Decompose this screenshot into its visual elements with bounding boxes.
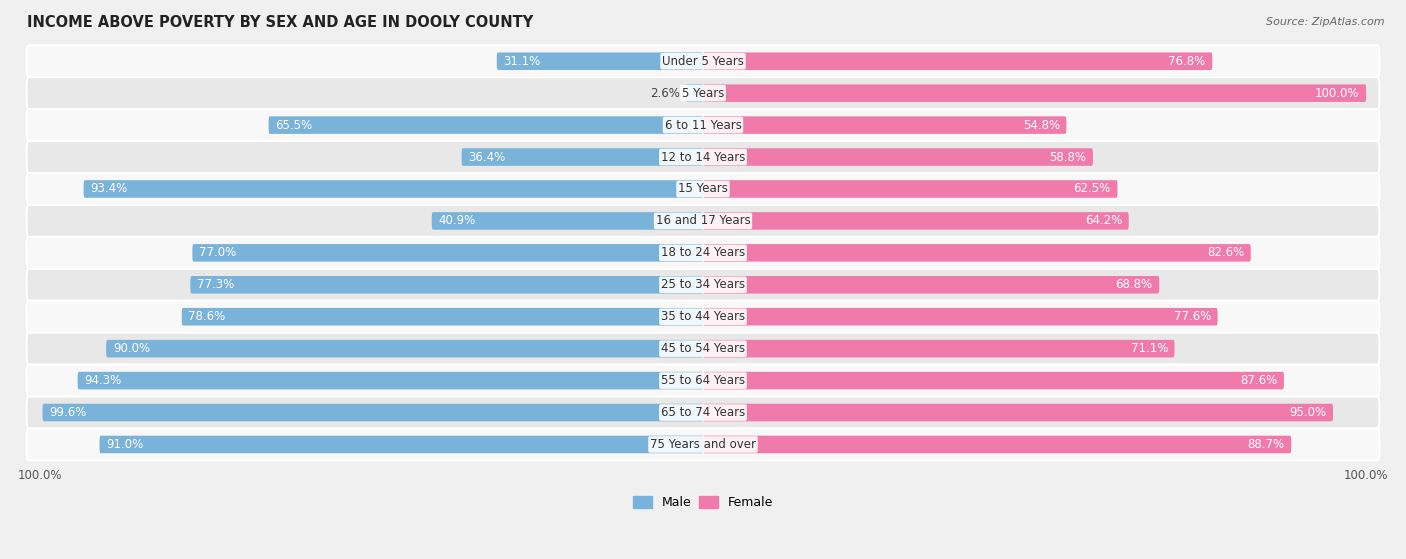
FancyBboxPatch shape: [703, 340, 1174, 357]
FancyBboxPatch shape: [27, 109, 1379, 141]
FancyBboxPatch shape: [703, 435, 1291, 453]
Text: 78.6%: 78.6%: [188, 310, 225, 323]
FancyBboxPatch shape: [27, 173, 1379, 205]
FancyBboxPatch shape: [703, 276, 1160, 293]
Text: 95.0%: 95.0%: [1289, 406, 1326, 419]
FancyBboxPatch shape: [27, 141, 1379, 173]
FancyBboxPatch shape: [496, 53, 703, 70]
Text: 93.4%: 93.4%: [90, 182, 128, 196]
FancyBboxPatch shape: [27, 429, 1379, 461]
Text: 77.3%: 77.3%: [197, 278, 235, 291]
FancyBboxPatch shape: [27, 205, 1379, 237]
FancyBboxPatch shape: [703, 84, 1367, 102]
FancyBboxPatch shape: [77, 372, 703, 390]
FancyBboxPatch shape: [703, 148, 1092, 166]
FancyBboxPatch shape: [181, 308, 703, 325]
Text: 91.0%: 91.0%: [105, 438, 143, 451]
FancyBboxPatch shape: [27, 45, 1379, 77]
Text: 87.6%: 87.6%: [1240, 374, 1277, 387]
FancyBboxPatch shape: [193, 244, 703, 262]
FancyBboxPatch shape: [269, 116, 703, 134]
FancyBboxPatch shape: [100, 435, 703, 453]
FancyBboxPatch shape: [27, 364, 1379, 396]
Text: 25 to 34 Years: 25 to 34 Years: [661, 278, 745, 291]
Text: Under 5 Years: Under 5 Years: [662, 55, 744, 68]
FancyBboxPatch shape: [703, 116, 1066, 134]
Text: 88.7%: 88.7%: [1247, 438, 1285, 451]
FancyBboxPatch shape: [27, 269, 1379, 301]
Text: 65.5%: 65.5%: [276, 119, 312, 131]
Text: INCOME ABOVE POVERTY BY SEX AND AGE IN DOOLY COUNTY: INCOME ABOVE POVERTY BY SEX AND AGE IN D…: [27, 15, 533, 30]
Text: 12 to 14 Years: 12 to 14 Years: [661, 150, 745, 164]
Text: 16 and 17 Years: 16 and 17 Years: [655, 215, 751, 228]
FancyBboxPatch shape: [27, 237, 1379, 269]
Text: 54.8%: 54.8%: [1022, 119, 1060, 131]
Text: 71.1%: 71.1%: [1130, 342, 1168, 355]
FancyBboxPatch shape: [703, 372, 1284, 390]
FancyBboxPatch shape: [703, 53, 1212, 70]
FancyBboxPatch shape: [703, 244, 1251, 262]
Text: 31.1%: 31.1%: [503, 55, 541, 68]
Text: 36.4%: 36.4%: [468, 150, 506, 164]
FancyBboxPatch shape: [686, 84, 703, 102]
Legend: Male, Female: Male, Female: [628, 491, 778, 514]
Text: 65 to 74 Years: 65 to 74 Years: [661, 406, 745, 419]
Text: Source: ZipAtlas.com: Source: ZipAtlas.com: [1267, 17, 1385, 27]
Text: 99.6%: 99.6%: [49, 406, 87, 419]
FancyBboxPatch shape: [27, 396, 1379, 429]
Text: 82.6%: 82.6%: [1206, 247, 1244, 259]
Text: 6 to 11 Years: 6 to 11 Years: [665, 119, 741, 131]
FancyBboxPatch shape: [703, 404, 1333, 421]
Text: 2.6%: 2.6%: [651, 87, 681, 100]
FancyBboxPatch shape: [27, 301, 1379, 333]
Text: 5 Years: 5 Years: [682, 87, 724, 100]
FancyBboxPatch shape: [703, 308, 1218, 325]
FancyBboxPatch shape: [83, 180, 703, 198]
FancyBboxPatch shape: [432, 212, 703, 230]
FancyBboxPatch shape: [703, 180, 1118, 198]
Text: 90.0%: 90.0%: [112, 342, 150, 355]
FancyBboxPatch shape: [42, 404, 703, 421]
Text: 62.5%: 62.5%: [1074, 182, 1111, 196]
FancyBboxPatch shape: [105, 340, 703, 357]
Text: 76.8%: 76.8%: [1168, 55, 1206, 68]
Text: 45 to 54 Years: 45 to 54 Years: [661, 342, 745, 355]
Text: 94.3%: 94.3%: [84, 374, 121, 387]
Text: 100.0%: 100.0%: [1315, 87, 1360, 100]
Text: 77.6%: 77.6%: [1174, 310, 1211, 323]
Text: 75 Years and over: 75 Years and over: [650, 438, 756, 451]
Text: 77.0%: 77.0%: [200, 247, 236, 259]
Text: 58.8%: 58.8%: [1049, 150, 1087, 164]
FancyBboxPatch shape: [703, 212, 1129, 230]
Text: 18 to 24 Years: 18 to 24 Years: [661, 247, 745, 259]
Text: 68.8%: 68.8%: [1115, 278, 1153, 291]
Text: 35 to 44 Years: 35 to 44 Years: [661, 310, 745, 323]
Text: 55 to 64 Years: 55 to 64 Years: [661, 374, 745, 387]
Text: 15 Years: 15 Years: [678, 182, 728, 196]
FancyBboxPatch shape: [27, 77, 1379, 109]
FancyBboxPatch shape: [461, 148, 703, 166]
FancyBboxPatch shape: [190, 276, 703, 293]
FancyBboxPatch shape: [27, 333, 1379, 364]
Text: 40.9%: 40.9%: [439, 215, 475, 228]
Text: 64.2%: 64.2%: [1085, 215, 1122, 228]
